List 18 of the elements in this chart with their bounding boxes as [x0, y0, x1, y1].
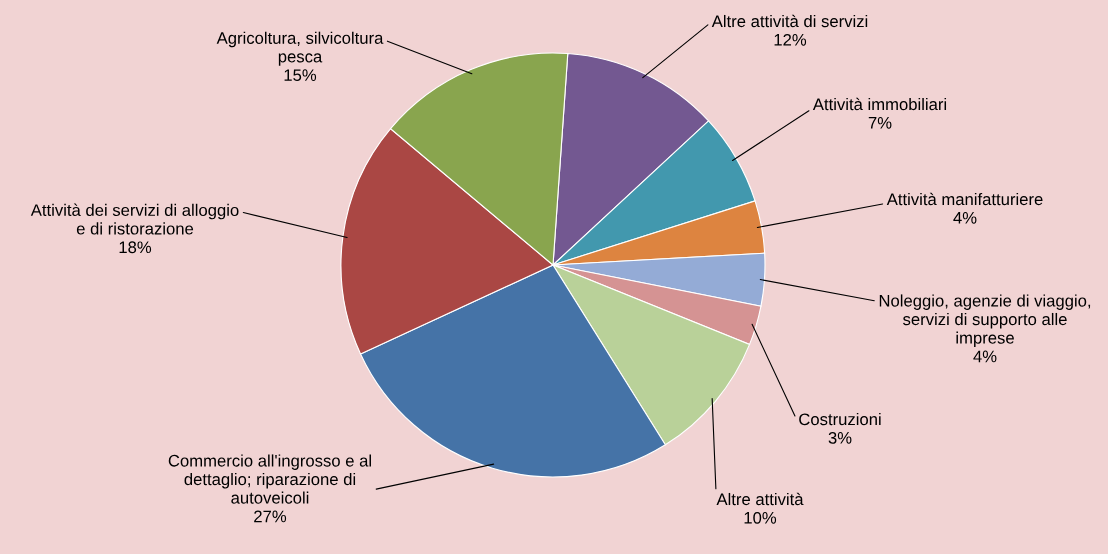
slice-label: Altre attività di servizi — [711, 14, 868, 28]
data-label: 12% — [774, 33, 807, 46]
slice-label: Attività immobiliari — [812, 97, 947, 111]
slice-label: Commercio all'ingrosso e al dettaglio; riparazione di autoveicoli — [168, 454, 371, 504]
slice-label: Attività dei servizi di alloggio e di ristorazione — [30, 203, 239, 235]
data-label: 10% — [744, 511, 777, 524]
data-label: 27% — [254, 510, 287, 523]
data-label: 15% — [284, 69, 317, 82]
data-label: 4% — [953, 212, 977, 224]
slice-label: Agricoltura, silvicoltura pesca — [216, 31, 384, 66]
data-label: 3% — [828, 431, 852, 444]
slice-label: Costruzioni — [799, 412, 881, 426]
data-label: 4% — [973, 350, 997, 363]
data-label: 7% — [868, 117, 892, 129]
slice-label: Altre attività — [716, 492, 804, 506]
slice-label: Attività manifatturiere — [886, 192, 1043, 206]
data-label: 18% — [119, 241, 152, 254]
slice-label: Noleggio, agenzie di viaggio, servizi di supporto alle imprese — [879, 294, 1091, 348]
